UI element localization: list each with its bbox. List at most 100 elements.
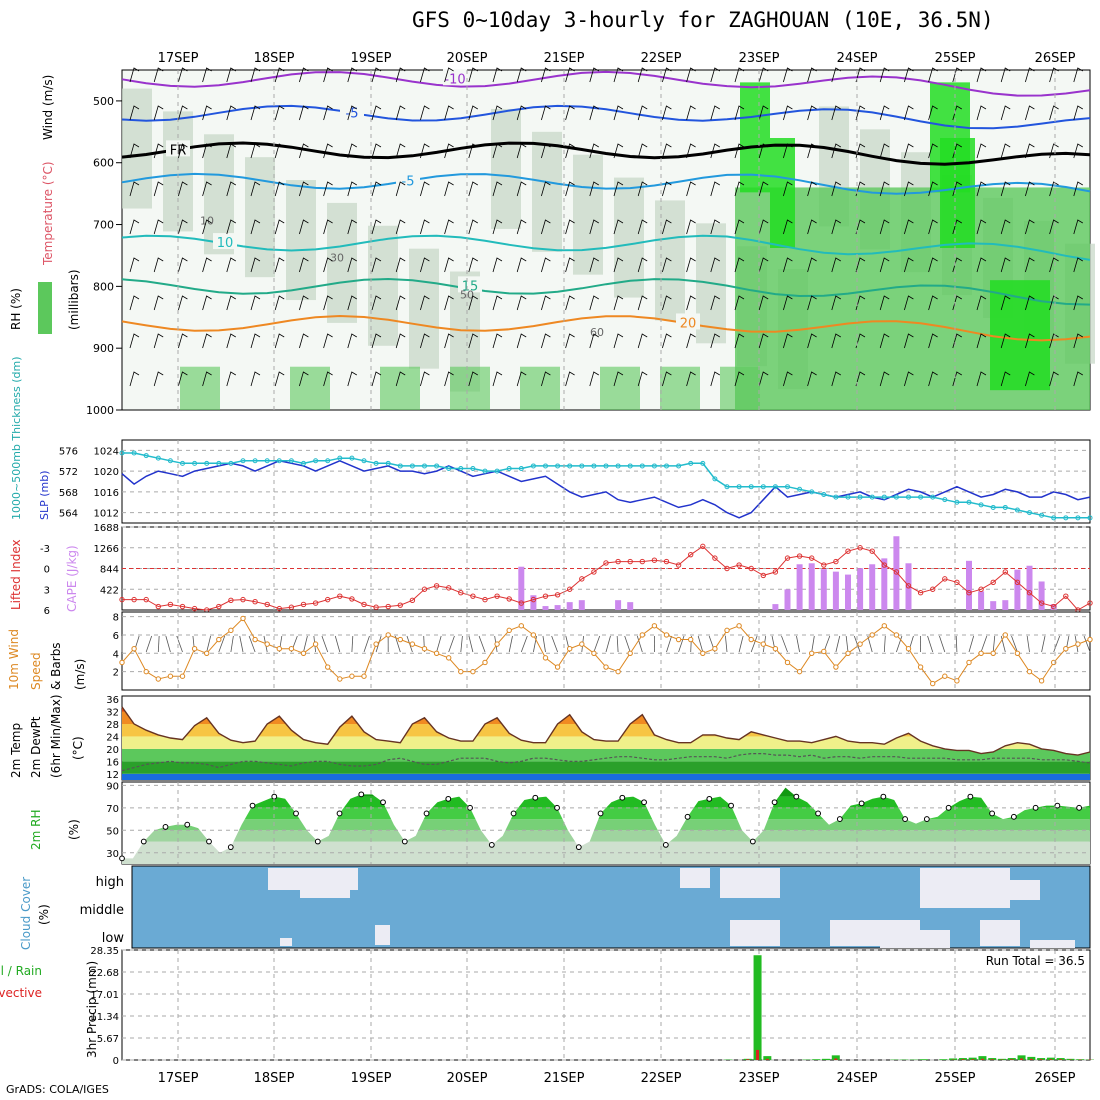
wind-barb bbox=[347, 333, 358, 349]
thickness-point bbox=[857, 494, 863, 500]
convective-bar bbox=[756, 1049, 760, 1060]
rh-contour-label: 30 bbox=[330, 252, 344, 265]
isotherm-label: -10 bbox=[444, 72, 465, 87]
rh-point bbox=[554, 804, 560, 811]
rh-lowlevel bbox=[180, 366, 220, 410]
wind-barb bbox=[976, 67, 987, 83]
wind-point bbox=[942, 673, 948, 679]
wind-barb bbox=[662, 143, 672, 159]
wind-barb-10m bbox=[468, 635, 474, 653]
wind-barb bbox=[250, 295, 261, 311]
wind-barb bbox=[855, 105, 866, 121]
run-total: Run Total = 36.5 bbox=[986, 954, 1085, 968]
cloud-block bbox=[720, 868, 780, 898]
wind-barb bbox=[565, 67, 575, 83]
cloud-block bbox=[980, 920, 1020, 946]
wind-barb bbox=[202, 295, 212, 311]
wind-point bbox=[760, 641, 766, 647]
y-tick-label: 50 bbox=[106, 826, 119, 837]
wind-barb bbox=[1025, 371, 1035, 387]
wind-barb bbox=[952, 257, 963, 273]
thickness-point bbox=[797, 486, 803, 492]
wind-point bbox=[191, 646, 198, 652]
wind-barb bbox=[710, 257, 721, 273]
wind-point bbox=[1026, 668, 1033, 675]
wind-barb bbox=[468, 219, 479, 235]
wind-barb bbox=[516, 181, 527, 197]
rh-lowlevel bbox=[290, 366, 330, 410]
wind-barb bbox=[226, 181, 237, 197]
wind-barb bbox=[347, 181, 358, 197]
wind-barb bbox=[323, 181, 333, 197]
wind-barb bbox=[202, 333, 212, 349]
wind-barb bbox=[178, 219, 188, 235]
wind-barb bbox=[1025, 143, 1035, 159]
wind-point bbox=[494, 641, 500, 647]
ylabel-millibars: (millibars) bbox=[67, 269, 81, 330]
thickness-point bbox=[458, 466, 464, 472]
li-point bbox=[216, 603, 222, 610]
wind-barb bbox=[928, 219, 938, 235]
wind-barb bbox=[516, 219, 527, 235]
wind-barb bbox=[250, 333, 261, 349]
wind-barb bbox=[904, 181, 914, 197]
cape-bar bbox=[1050, 604, 1057, 610]
precip-bar bbox=[1007, 1058, 1016, 1060]
y-tick-label: 1020 bbox=[94, 467, 119, 478]
wind-barb bbox=[855, 257, 866, 273]
thickness-point bbox=[143, 453, 149, 459]
wind-barb bbox=[323, 257, 333, 273]
cape-bar bbox=[518, 566, 525, 610]
li-point bbox=[373, 604, 379, 610]
rh-point bbox=[336, 810, 343, 817]
wind-point bbox=[143, 668, 149, 675]
wind-barb bbox=[565, 371, 575, 387]
wind-barb bbox=[831, 219, 842, 235]
li-point bbox=[179, 603, 186, 610]
date-label-top: 24SEP bbox=[837, 51, 878, 66]
wind-barb bbox=[807, 105, 817, 121]
y-tick-label: 900 bbox=[93, 342, 114, 355]
wind-barb bbox=[420, 371, 430, 387]
wind-barb bbox=[662, 333, 672, 349]
wind-barb bbox=[1049, 181, 1059, 197]
wind-barb-10m bbox=[939, 635, 946, 653]
wind-barb-10m bbox=[303, 635, 308, 653]
wind-barb-10m bbox=[436, 635, 442, 653]
precip-bar bbox=[949, 1058, 958, 1060]
wind-barb bbox=[807, 67, 817, 83]
thickness-point bbox=[204, 460, 210, 466]
thickness-point bbox=[1063, 515, 1069, 521]
wind-barb bbox=[589, 219, 600, 235]
isotherm-label: 10 bbox=[217, 236, 234, 251]
wind-barb bbox=[250, 219, 261, 235]
ylabel-wind10m: 10m Wind bbox=[7, 629, 21, 690]
wind-barb-10m bbox=[845, 635, 849, 653]
rh-point bbox=[575, 844, 582, 851]
wind-barb bbox=[129, 257, 140, 273]
wind-barb bbox=[613, 219, 624, 235]
wind-point bbox=[167, 673, 174, 679]
wind-barb bbox=[541, 181, 551, 197]
wind-barb bbox=[637, 333, 648, 349]
cape-bar bbox=[857, 568, 864, 610]
li-point bbox=[470, 593, 476, 599]
rh-contour-label: 60 bbox=[590, 326, 604, 339]
li-point bbox=[736, 562, 742, 568]
y-tick-label: 568 bbox=[59, 488, 78, 499]
li-point bbox=[385, 603, 391, 610]
wind-barb bbox=[371, 219, 382, 235]
cloud-level-label: middle bbox=[80, 903, 124, 918]
thickness-point bbox=[615, 463, 621, 469]
thickness-point bbox=[301, 460, 306, 466]
li-point bbox=[228, 597, 234, 604]
wind-barb bbox=[1073, 371, 1084, 387]
li-point bbox=[518, 600, 524, 606]
wind-barb bbox=[178, 257, 188, 273]
wind-barb bbox=[420, 219, 430, 235]
wind-barb bbox=[710, 333, 721, 349]
wind-point bbox=[337, 676, 343, 682]
wind-barb-10m bbox=[1053, 635, 1061, 653]
wind-barb bbox=[928, 257, 938, 273]
wind-point bbox=[905, 646, 912, 652]
